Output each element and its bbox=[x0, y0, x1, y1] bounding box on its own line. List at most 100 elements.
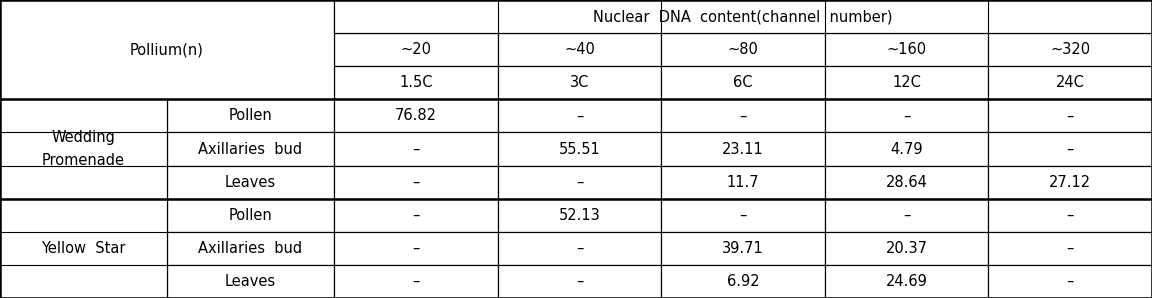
Text: 76.82: 76.82 bbox=[395, 108, 437, 123]
Text: –: – bbox=[576, 274, 583, 289]
Bar bbox=[334, 166, 498, 199]
Text: Wedding
Promenade: Wedding Promenade bbox=[41, 131, 126, 167]
Text: –: – bbox=[740, 108, 746, 123]
Bar bbox=[334, 99, 498, 132]
Text: Pollen: Pollen bbox=[229, 208, 272, 223]
Bar bbox=[0, 99, 167, 199]
Bar bbox=[498, 199, 661, 232]
Bar bbox=[988, 232, 1152, 265]
Bar bbox=[825, 199, 988, 232]
Bar bbox=[334, 0, 1152, 33]
Bar bbox=[0, 0, 334, 99]
Text: ~40: ~40 bbox=[564, 42, 594, 57]
Text: Leaves: Leaves bbox=[225, 175, 276, 190]
Text: ~320: ~320 bbox=[1051, 42, 1090, 57]
Text: Pollen: Pollen bbox=[229, 108, 272, 123]
Text: 3C: 3C bbox=[570, 75, 589, 90]
Text: –: – bbox=[1067, 274, 1074, 289]
Bar bbox=[825, 265, 988, 298]
Text: –: – bbox=[412, 208, 419, 223]
Text: 52.13: 52.13 bbox=[559, 208, 600, 223]
Text: 23.11: 23.11 bbox=[722, 142, 764, 156]
Bar bbox=[498, 66, 661, 99]
Text: –: – bbox=[412, 175, 419, 190]
Bar bbox=[661, 265, 825, 298]
Bar bbox=[334, 199, 498, 232]
Bar bbox=[988, 166, 1152, 199]
Text: –: – bbox=[740, 208, 746, 223]
Text: Leaves: Leaves bbox=[225, 274, 276, 289]
Bar bbox=[661, 0, 825, 33]
Text: 39.71: 39.71 bbox=[722, 241, 764, 256]
Text: 24.69: 24.69 bbox=[886, 274, 927, 289]
Bar bbox=[825, 99, 988, 132]
Bar bbox=[988, 132, 1152, 166]
Text: –: – bbox=[412, 274, 419, 289]
Text: –: – bbox=[903, 208, 910, 223]
Text: Pollium(n): Pollium(n) bbox=[130, 42, 204, 57]
Text: –: – bbox=[1067, 208, 1074, 223]
Text: ~20: ~20 bbox=[401, 42, 431, 57]
Bar bbox=[661, 99, 825, 132]
Text: –: – bbox=[576, 175, 583, 190]
Bar bbox=[825, 232, 988, 265]
Bar bbox=[0, 166, 167, 199]
Bar bbox=[498, 132, 661, 166]
Bar bbox=[498, 166, 661, 199]
Bar bbox=[825, 66, 988, 99]
Bar bbox=[0, 99, 167, 132]
Bar bbox=[988, 33, 1152, 66]
Text: 11.7: 11.7 bbox=[727, 175, 759, 190]
Text: ~160: ~160 bbox=[887, 42, 926, 57]
Bar bbox=[988, 66, 1152, 99]
Text: 27.12: 27.12 bbox=[1049, 175, 1091, 190]
Bar bbox=[334, 33, 498, 66]
Bar bbox=[167, 33, 334, 66]
Bar bbox=[334, 132, 498, 166]
Text: –: – bbox=[1067, 108, 1074, 123]
Bar bbox=[0, 199, 167, 298]
Bar bbox=[167, 99, 334, 132]
Text: Yellow  Star: Yellow Star bbox=[41, 241, 126, 256]
Bar bbox=[334, 232, 498, 265]
Text: 6.92: 6.92 bbox=[727, 274, 759, 289]
Bar bbox=[661, 132, 825, 166]
Bar bbox=[0, 265, 167, 298]
Text: 24C: 24C bbox=[1055, 75, 1085, 90]
Text: Nuclear  DNA  content(channel  number): Nuclear DNA content(channel number) bbox=[593, 9, 893, 24]
Text: 6C: 6C bbox=[734, 75, 752, 90]
Bar bbox=[498, 265, 661, 298]
Text: –: – bbox=[903, 108, 910, 123]
Bar bbox=[661, 33, 825, 66]
Bar bbox=[498, 232, 661, 265]
Bar bbox=[988, 265, 1152, 298]
Bar bbox=[825, 33, 988, 66]
Bar bbox=[0, 33, 167, 66]
Bar bbox=[334, 66, 498, 99]
Bar bbox=[167, 199, 334, 232]
Bar bbox=[167, 66, 334, 99]
Bar bbox=[0, 132, 167, 166]
Text: –: – bbox=[576, 241, 583, 256]
Bar bbox=[498, 0, 661, 33]
Text: 55.51: 55.51 bbox=[559, 142, 600, 156]
Bar bbox=[661, 166, 825, 199]
Text: ~80: ~80 bbox=[728, 42, 758, 57]
Bar bbox=[661, 66, 825, 99]
Bar bbox=[825, 166, 988, 199]
Bar bbox=[334, 265, 498, 298]
Bar bbox=[825, 0, 988, 33]
Text: Axillaries  bud: Axillaries bud bbox=[198, 142, 303, 156]
Bar bbox=[988, 0, 1152, 33]
Bar bbox=[167, 0, 334, 33]
Bar bbox=[167, 132, 334, 166]
Text: –: – bbox=[576, 108, 583, 123]
Text: 1.5C: 1.5C bbox=[399, 75, 433, 90]
Bar bbox=[167, 265, 334, 298]
Bar bbox=[0, 199, 167, 232]
Text: –: – bbox=[1067, 142, 1074, 156]
Text: –: – bbox=[412, 241, 419, 256]
Text: 20.37: 20.37 bbox=[886, 241, 927, 256]
Bar bbox=[498, 33, 661, 66]
Bar bbox=[825, 132, 988, 166]
